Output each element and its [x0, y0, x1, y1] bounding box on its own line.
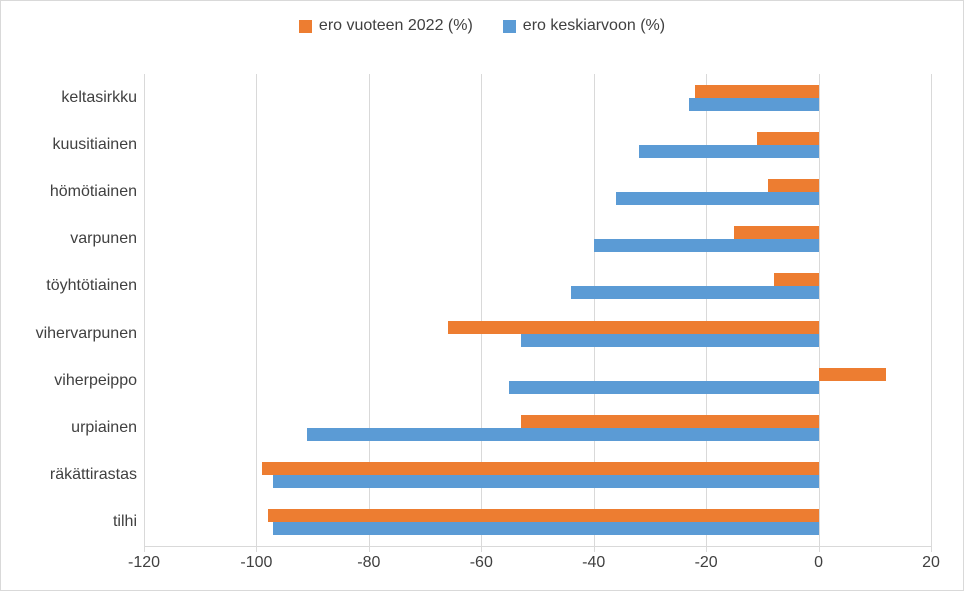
x-tick-label--80: -80 — [357, 554, 381, 571]
gridline-x--100 — [256, 74, 258, 546]
y-tick-label-hömötiainen: hömötiainen — [49, 183, 137, 200]
tick-mark-x--40 — [593, 546, 595, 552]
legend-item-ero-vuoteen-2022: ero vuoteen 2022 (%) — [298, 17, 473, 35]
bar-row-urpiainen — [144, 404, 931, 451]
bar-row-varpunen — [144, 216, 931, 263]
y-tick-label-kuusitiainen: kuusitiainen — [52, 135, 138, 153]
bar-row-räkättirastas — [144, 452, 931, 499]
bar-viherpeippo-ero-vuoteen-2022 — [818, 367, 887, 381]
tick-mark-x--100 — [256, 546, 258, 552]
bar-räkättirastas-ero-vuoteen-2022 — [262, 462, 819, 476]
legend-swatch-blue-icon — [502, 19, 516, 33]
x-tick-label--100: -100 — [240, 554, 273, 571]
legend-label-ero-keskiarvoon: ero keskiarvoon (%) — [522, 17, 666, 34]
bar-urpiainen-ero-vuoteen-2022 — [520, 414, 819, 428]
x-tick-label--120: -120 — [127, 554, 161, 571]
y-tick-label-keltasirkku: keltasirkku — [61, 88, 137, 106]
tick-mark-x--120 — [144, 546, 145, 552]
gridline-x--120 — [144, 74, 145, 546]
bar-tilhi-ero-keskiarvoon — [273, 522, 819, 536]
bar-kuusitiainen-ero-vuoteen-2022 — [756, 131, 819, 145]
bar-viherpeippo-ero-keskiarvoon — [509, 380, 819, 394]
x-tick-label--20: -20 — [694, 554, 718, 571]
x-tick-label-20: 20 — [922, 554, 940, 571]
bar-kuusitiainen-ero-keskiarvoon — [638, 144, 819, 158]
bar-keltasirkku-ero-keskiarvoon — [689, 97, 819, 111]
y-axis-category-labels: keltasirkku kuusitiainen hömötiainen varpun… — [1, 74, 137, 546]
bar-row-keltasirkku — [144, 74, 931, 121]
x-axis-tick-labels: -120 -100 -80 -60 -40 -20 0 20 — [128, 554, 940, 576]
tick-mark-x--60 — [481, 546, 483, 552]
y-tick-label-urpiainen: urpiainen — [71, 419, 137, 436]
gridline-x--20 — [706, 74, 708, 546]
bar-row-viherpeippo — [144, 357, 931, 404]
bar-varpunen-ero-keskiarvoon — [593, 239, 819, 253]
bar-vihervarpunen-ero-keskiarvoon — [520, 333, 819, 347]
bar-hömötiainen-ero-vuoteen-2022 — [767, 178, 819, 192]
legend-swatch-orange-icon — [298, 19, 312, 33]
gridline-x--40 — [593, 74, 595, 546]
gridline-x--60 — [481, 74, 483, 546]
bar-keltasirkku-ero-vuoteen-2022 — [694, 84, 819, 98]
x-tick-label--40: -40 — [582, 554, 606, 571]
gridline-x--80 — [368, 74, 370, 546]
tick-mark-x--20 — [706, 546, 708, 552]
tick-mark-x-0 — [818, 546, 820, 552]
tick-mark-x--80 — [368, 546, 370, 552]
bar-varpunen-ero-vuoteen-2022 — [734, 226, 819, 240]
y-tick-label-varpunen: varpunen — [70, 230, 137, 248]
bar-tilhi-ero-vuoteen-2022 — [267, 509, 819, 523]
bar-räkättirastas-ero-keskiarvoon — [273, 475, 819, 489]
plot-area — [144, 74, 932, 552]
chart-legend: ero vuoteen 2022 (%) ero keskiarvoon (%) — [1, 17, 963, 35]
legend-label-ero-vuoteen-2022: ero vuoteen 2022 (%) — [318, 17, 473, 34]
y-tick-label-viherpeippo: viherpeippo — [54, 371, 137, 389]
bar-row-vihervarpunen — [144, 310, 931, 357]
y-tick-label-töyhtötiainen: töyhtötiainen — [46, 277, 137, 295]
bar-row-kuusitiainen — [144, 121, 931, 168]
bar-töyhtötiainen-ero-keskiarvoon — [571, 286, 819, 300]
bar-vihervarpunen-ero-vuoteen-2022 — [447, 320, 819, 334]
bar-row-tilhi — [144, 499, 931, 546]
legend-item-ero-keskiarvoon: ero keskiarvoon (%) — [502, 17, 666, 35]
bar-urpiainen-ero-keskiarvoon — [307, 427, 819, 441]
gridline-x-20 — [931, 74, 932, 546]
x-tick-label--60: -60 — [469, 554, 493, 571]
x-tick-label-0: 0 — [814, 554, 824, 571]
bar-row-töyhtötiainen — [144, 263, 931, 310]
tick-mark-x-20 — [931, 546, 932, 552]
bar-töyhtötiainen-ero-vuoteen-2022 — [773, 273, 819, 287]
y-tick-label-räkättirastas: räkättirastas — [49, 466, 137, 484]
y-tick-label-vihervarpunen: vihervarpunen — [35, 324, 137, 342]
bar-row-hömötiainen — [144, 168, 931, 215]
bar-hömötiainen-ero-keskiarvoon — [616, 191, 819, 205]
gridline-x-0 — [818, 74, 820, 546]
y-tick-label-tilhi: tilhi — [112, 513, 137, 531]
